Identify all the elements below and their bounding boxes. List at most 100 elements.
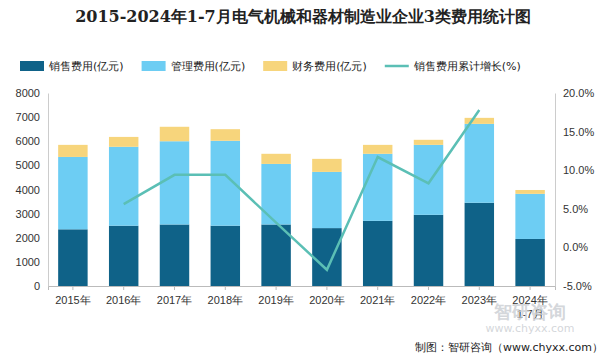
- chart: 2015-2024年1-7月电气机械和器材制造业企业3类费用统计图0100020…: [0, 0, 607, 359]
- tick: -5.0%: [555, 280, 592, 292]
- legend: 销售费用(亿元) 管理费用(亿元) 财务费用(亿元) 销售费用累计增长(%): [20, 60, 521, 73]
- tick-label: 20.0%: [563, 87, 594, 99]
- tick-label-line: 2015年: [55, 294, 90, 306]
- bar: [363, 221, 392, 286]
- tick-label-line: 2017年: [157, 294, 192, 306]
- bar: [58, 157, 87, 229]
- tick-mark: [428, 286, 429, 290]
- tick-label: 1000: [16, 256, 40, 268]
- tick-mark: [123, 286, 124, 290]
- bar: [211, 129, 240, 141]
- tick-mark: [479, 286, 480, 290]
- bar: [465, 203, 494, 286]
- bar: [58, 145, 87, 157]
- line: [124, 110, 480, 270]
- bar: [211, 226, 240, 286]
- tick: 6000: [16, 135, 48, 147]
- tick: 20.0%: [555, 87, 594, 99]
- tick-label: 10.0%: [563, 164, 594, 176]
- tick: 0.0%: [555, 241, 588, 253]
- tick-label: 2015年: [55, 294, 90, 306]
- legend-item: 销售费用(亿元): [20, 60, 124, 73]
- tick-label: -5.0%: [563, 280, 592, 292]
- bar: [515, 239, 544, 286]
- tick: 4000: [16, 184, 48, 196]
- bar: [363, 154, 392, 221]
- bar: [58, 229, 87, 286]
- tick-label-line: 2022年: [411, 294, 446, 306]
- legend-swatch: [263, 61, 287, 71]
- tick-label: 2018年: [208, 294, 243, 306]
- tick-label: 3000: [16, 208, 40, 220]
- tick-label-line: 2019年: [258, 294, 293, 306]
- bar: [109, 147, 138, 226]
- tick: 7000: [16, 111, 48, 123]
- legend-item: 财务费用(亿元): [263, 60, 367, 73]
- tick: 0: [34, 280, 48, 292]
- tick: 2017年: [157, 286, 192, 306]
- tick: 15.0%: [555, 126, 594, 138]
- bar: [312, 159, 341, 172]
- legend-swatch: [385, 65, 409, 68]
- x-axis: 2015年 2016年 2017年 2018年 2019年 2020年 2021年 2022年…: [49, 286, 556, 320]
- tick: 2015年: [55, 286, 90, 306]
- tick-label: 15.0%: [563, 126, 594, 138]
- tick: 5000: [16, 159, 48, 171]
- legend-label: 管理费用(亿元): [171, 60, 246, 73]
- tick: 2020年: [309, 286, 344, 306]
- tick-mark: [530, 286, 531, 290]
- tick-label-line: 2023年: [462, 294, 497, 306]
- tick-label-line: 2021年: [360, 294, 395, 306]
- bar: [312, 172, 341, 228]
- bar-series: [58, 124, 545, 239]
- bar: [261, 164, 290, 225]
- bar: [109, 226, 138, 286]
- tick-label-line: 2020年: [309, 294, 344, 306]
- tick-mark: [174, 286, 175, 290]
- tick-mark: [326, 286, 327, 290]
- axis-line: [555, 94, 556, 287]
- tick-label: 2023年: [462, 294, 497, 306]
- tick-label: 2022年: [411, 294, 446, 306]
- legend-swatch: [20, 61, 44, 71]
- tick-mark: [72, 286, 73, 290]
- legend-label: 销售费用(亿元): [48, 60, 124, 73]
- tick-label: 7000: [16, 111, 40, 123]
- legend-swatch: [142, 61, 166, 71]
- axis-line: [48, 94, 49, 287]
- tick: 3000: [16, 208, 48, 220]
- bar: [160, 141, 189, 224]
- legend-label: 销售费用累计增长(%): [413, 60, 521, 73]
- tick: 8000: [16, 87, 48, 99]
- bar: [160, 127, 189, 141]
- tick-label-line: 2018年: [208, 294, 243, 306]
- bar: [160, 224, 189, 286]
- tick-label: 0: [34, 280, 40, 292]
- tick-label: 4000: [16, 184, 40, 196]
- tick-label-line: 2016年: [106, 294, 141, 306]
- bar: [261, 154, 290, 164]
- bar-series: [58, 118, 545, 194]
- axis-line: [49, 287, 556, 291]
- bar: [414, 215, 443, 286]
- tick: 1000: [16, 256, 48, 268]
- legend-item: 管理费用(亿元): [142, 60, 246, 73]
- tick: 10.0%: [555, 164, 594, 176]
- tick-label: 6000: [16, 135, 40, 147]
- bar: [363, 145, 392, 154]
- tick-label: 2020年: [309, 294, 344, 306]
- y-axis: 010002000300040005000600070008000: [16, 87, 49, 292]
- tick-label: 0.0%: [563, 241, 588, 253]
- tick-label: 5000: [16, 159, 40, 171]
- bar: [515, 194, 544, 239]
- watermark-text: 智研咨询: [493, 301, 566, 322]
- tick-label: 2019年: [258, 294, 293, 306]
- tick-label: 8000: [16, 87, 40, 99]
- bar: [414, 140, 443, 145]
- tick-mark: [276, 286, 277, 290]
- plot-area: [58, 110, 545, 286]
- footer: 制图：智研咨询（www.chyxx.com）: [415, 341, 603, 354]
- legend-label: 财务费用(亿元): [292, 60, 367, 73]
- tick: 5.0%: [555, 203, 588, 215]
- watermark: 智研咨询www.chyxx.com: [485, 301, 574, 335]
